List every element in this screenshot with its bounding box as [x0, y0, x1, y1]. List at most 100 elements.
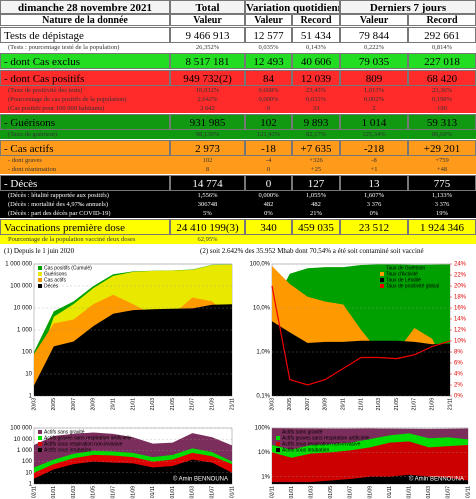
- row-value: 79 844: [340, 27, 408, 43]
- legend-label: Actifs sous intubation: [44, 447, 91, 453]
- legend-label: Actifs graves sans respiration artificie…: [282, 435, 370, 441]
- row-background: [0, 175, 476, 218]
- sub-value: 0,033%: [305, 96, 327, 103]
- sub-value: 0: [266, 105, 271, 112]
- legend-label: Actifs sous respiration non-invasive: [44, 441, 123, 447]
- legend-swatch: [38, 430, 42, 434]
- legend-label: Guérisons: [44, 271, 67, 277]
- x-tick-label: 20/03: [31, 398, 37, 411]
- row-label: - Guérisons: [0, 114, 170, 130]
- x-tick-label: 20/05: [287, 398, 293, 411]
- y-tick-label: 100: [22, 350, 33, 356]
- header: Total: [170, 0, 245, 14]
- sub-value: 86,69%: [431, 131, 453, 138]
- row-value: 9 466 913: [170, 27, 245, 43]
- row-value: 340: [245, 219, 292, 235]
- area: [272, 441, 468, 484]
- legend-label: Actifs sans gravité: [282, 429, 323, 435]
- legend-swatch: [38, 278, 42, 282]
- y-tick-label: 100 000: [10, 426, 32, 432]
- x-tick-label: 01/09: [367, 486, 373, 499]
- sub-value: 1,055%: [305, 192, 327, 199]
- x-tick-label: 01/03: [426, 486, 432, 499]
- row-value: -218: [340, 140, 408, 156]
- x-tick-label: 21/11: [447, 398, 453, 410]
- x-tick-label: 20/05: [51, 398, 57, 411]
- y-tick-label: 1%: [261, 474, 270, 480]
- subheader: Valeur: [170, 14, 245, 26]
- sub-value: 2: [372, 105, 376, 112]
- x-tick-label: 21/09: [430, 398, 436, 411]
- legend-label: Actifs sous intubation: [282, 447, 329, 453]
- sub-value: 26,352%: [195, 44, 220, 51]
- legend-swatch: [38, 442, 42, 446]
- row-value: 102: [245, 114, 292, 130]
- x-tick-label: 01/07: [446, 486, 452, 499]
- x-tick-label: 21/05: [394, 398, 400, 411]
- sub-value: 19%: [436, 210, 448, 217]
- sub-value: 21%: [310, 210, 322, 217]
- sub-value: +48: [436, 166, 448, 173]
- subheader: Valeur: [340, 14, 408, 26]
- x-tick-label: 20/07: [305, 398, 311, 411]
- sub-value: 0,668%: [258, 87, 279, 94]
- row-background: [0, 140, 476, 174]
- credit: © Amin BENNOUNA: [173, 476, 228, 483]
- sub-value: 62,95%: [197, 236, 218, 243]
- sub-value: 2 642: [200, 105, 215, 112]
- sub-value: 98,130%: [195, 131, 220, 138]
- x-tick-label: 01/05: [91, 486, 97, 499]
- y2-tick-label: 20%: [454, 284, 467, 290]
- x-tick-label: 01/11: [465, 486, 471, 498]
- row-value: 0: [245, 175, 292, 191]
- legend-label: Taux d'Activité: [386, 271, 418, 277]
- row-value: 931 985: [170, 114, 245, 130]
- row-value: 8 517 181: [170, 53, 245, 69]
- sub-value: 121,43%: [256, 131, 281, 138]
- sub-value: +25: [310, 166, 322, 173]
- legend-swatch: [276, 448, 280, 452]
- row-label: - dont Cas positifs: [0, 70, 170, 86]
- legend-swatch: [380, 284, 384, 288]
- row-value: -18: [245, 140, 292, 156]
- y2-tick-label: 2%: [454, 383, 463, 389]
- y-tick-label: 100,0%: [250, 262, 271, 268]
- area: [272, 474, 468, 484]
- row-value: 809: [340, 70, 408, 86]
- row-value: 949 732(2): [170, 70, 245, 86]
- y-tick-label: 10: [25, 470, 32, 476]
- sub-value: 0: [266, 166, 271, 173]
- sub-value: -4: [265, 157, 272, 164]
- header: Variation quotidienne: [245, 0, 340, 14]
- row-background: [0, 219, 476, 244]
- y2-tick-label: 16%: [454, 306, 467, 312]
- y-tick-label: 1: [29, 482, 33, 488]
- y2-tick-label: 4%: [454, 372, 463, 378]
- sub-value: 82,17%: [305, 131, 327, 138]
- sub-label: (Décès : mortalité des 4,97‰ annuels): [8, 201, 108, 208]
- x-tick-label: 01/11: [229, 486, 235, 498]
- y-tick-label: 1 000: [17, 328, 33, 334]
- legend-label: Taux de Guérison: [386, 265, 425, 271]
- x-tick-label: 20/11: [111, 398, 117, 410]
- x-tick-label: 21/09: [210, 398, 216, 411]
- sub-value: 0,222%: [363, 44, 385, 51]
- sub-value: 1,013%: [363, 87, 385, 94]
- row-label: Tests de dépistage: [0, 27, 170, 43]
- sub-label: (Taux de guérison): [8, 131, 58, 138]
- sub-value: 0,000%: [258, 96, 279, 103]
- legend-label: Cas actifs: [44, 277, 66, 283]
- table-date: dimanche 28 novembre 2021: [0, 0, 170, 14]
- sub-value: 1,607%: [363, 192, 385, 199]
- x-tick-label: 21/07: [412, 398, 418, 411]
- y-tick-label: 0,1%: [256, 394, 270, 400]
- x-tick-label: 01/07: [210, 486, 216, 499]
- y2-tick-label: 18%: [454, 295, 467, 301]
- legend-swatch: [276, 430, 280, 434]
- sub-label: (Cas positifs pour 100 000 habitants): [8, 105, 105, 112]
- y2-tick-label: 8%: [454, 350, 463, 356]
- sub-label: (Taux de positivité des tests): [8, 87, 83, 94]
- row-value: 12 039: [292, 70, 340, 86]
- row-background: [0, 70, 476, 113]
